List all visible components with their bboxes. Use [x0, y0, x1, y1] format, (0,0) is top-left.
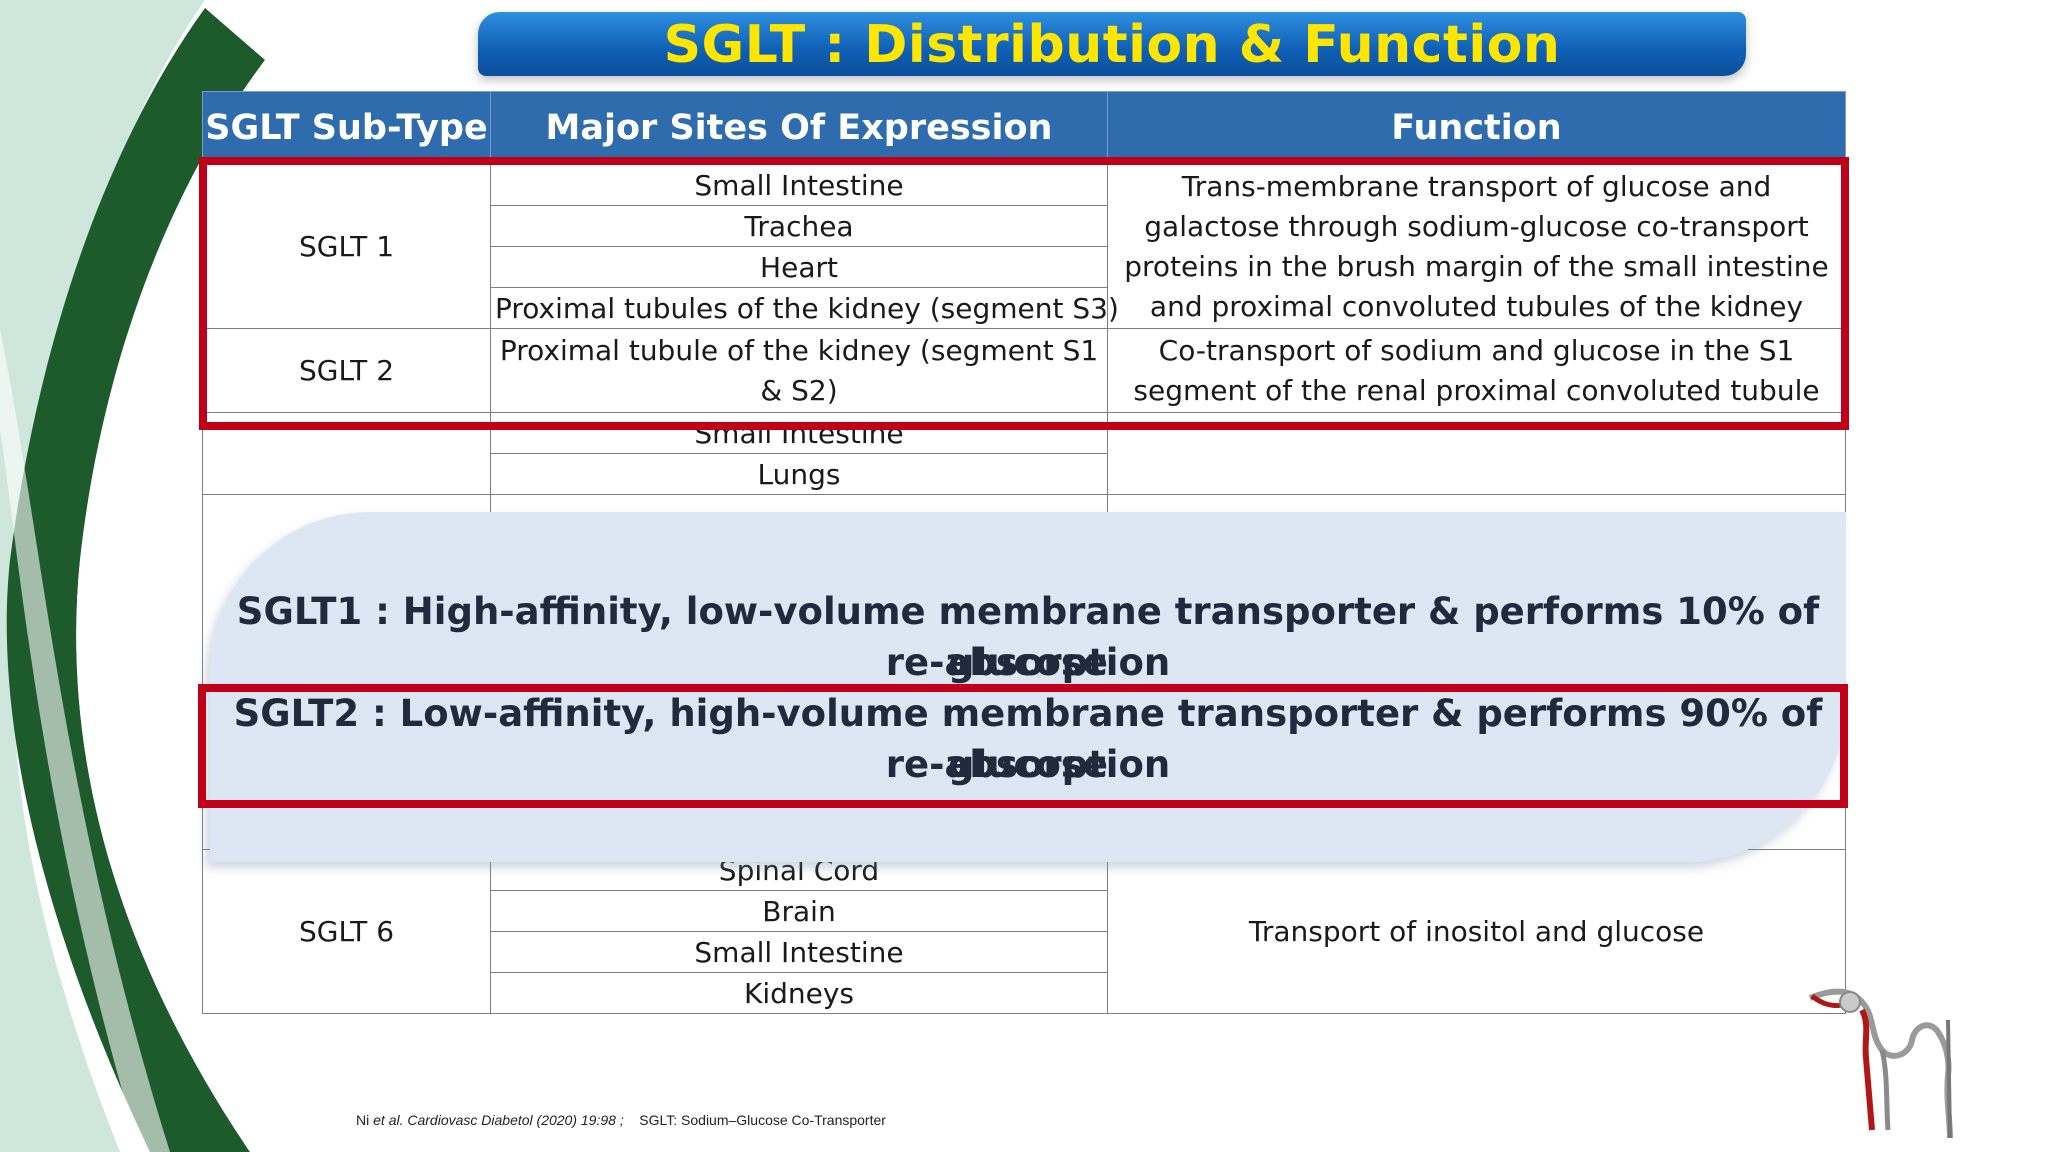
sglt6-site: Kidneys: [490, 972, 1108, 1014]
table-row: Lungs: [203, 453, 1846, 495]
table-row: Trachea: [203, 205, 1846, 247]
citation-authors: Ni: [356, 1112, 374, 1128]
table-row: Small Intestine: [203, 931, 1846, 973]
sglt2-site: Proximal tubule of the kidney (segment S…: [490, 328, 1108, 413]
sglt1-function: Trans-membrane transport of glucose and …: [1107, 164, 1846, 329]
sglt1-summary-line1: SGLT1 : High-affinity, low-volume membra…: [236, 590, 1820, 684]
sglt2-summary-line2: re-absorption: [885, 743, 1171, 786]
sglt1-site: Trachea: [490, 205, 1108, 247]
table-row: Brain: [203, 890, 1846, 932]
sglt1-subtype: SGLT 1: [202, 164, 491, 329]
highlight-box-sglt2-summary: [198, 684, 1848, 808]
table-row: SGLT 1 Small Intestine Trans-membrane tr…: [202, 164, 1846, 329]
citation-journal: et al. Cardiovasc Diabetol (2020) 19:98 …: [373, 1112, 624, 1128]
table-row: SGLT 2 Proximal tubule of the kidney (se…: [202, 328, 1846, 413]
header-function: Function: [1107, 91, 1846, 165]
sglt1-site: Heart: [490, 246, 1108, 288]
highlight-box-sglt1-sglt2: [199, 157, 1849, 430]
sglt3-site: Lungs: [490, 453, 1108, 495]
header-subtype: SGLT Sub-Type: [202, 91, 491, 165]
header-sites: Major Sites Of Expression: [490, 91, 1108, 165]
sglt2-subtype: SGLT 2: [202, 328, 491, 413]
title-banner: SGLT : Distribution & Function: [478, 12, 1746, 76]
table-row: Proximal tubules of the kidney (segment …: [203, 287, 1846, 329]
sglt1-summary-line2: re-absorption: [885, 641, 1171, 684]
table-row: Kidneys: [203, 972, 1846, 1014]
sglt6-site: Brain: [490, 890, 1108, 932]
sglt6-site: Small Intestine: [490, 931, 1108, 973]
sglt6-subtype: SGLT 6: [202, 849, 491, 1014]
sglt2-function: Co-transport of sodium and glucose in th…: [1107, 328, 1846, 413]
nephron-icon: [1808, 988, 1953, 1139]
page-title: SGLT : Distribution & Function: [663, 15, 1561, 75]
abbreviation-note: SGLT: Sodium–Glucose Co-Transporter: [639, 1112, 886, 1128]
sglt3-site: Small Intestine: [490, 412, 1108, 454]
citation-footer: Ni et al. Cardiovasc Diabetol (2020) 19:…: [356, 1112, 886, 1128]
sglt1-site: Proximal tubules of the kidney (segment …: [490, 287, 1119, 329]
table-row: Heart: [203, 246, 1846, 288]
sglt6-function: Transport of inositol and glucose: [1107, 849, 1846, 1014]
sglt2-summary-line1: SGLT2 : Low-affinity, high-volume membra…: [233, 692, 1823, 786]
table-header-row: SGLT Sub-Type Major Sites Of Expression …: [202, 91, 1846, 165]
